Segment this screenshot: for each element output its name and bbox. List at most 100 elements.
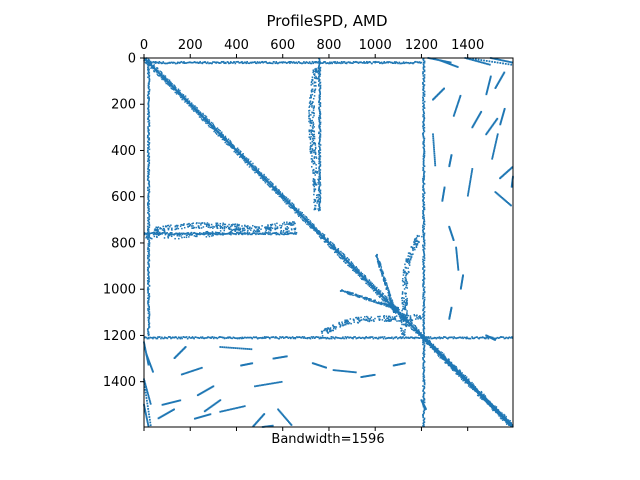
nonzero-point-4399 [379,263,382,265]
nonzero-point-1611 [146,134,149,137]
nonzero-point-936 [471,381,473,384]
nonzero-point-736 [399,312,402,314]
nonzero-point-3911 [357,322,359,324]
nonzero-point-1914 [361,62,364,64]
nonzero-point-1867 [147,252,150,255]
nonzero-point-2590 [395,336,398,339]
nonzero-point-1767 [147,206,149,209]
nonzero-point-2510 [358,336,361,339]
nonzero-point-441 [295,211,298,213]
nonzero-point-3587 [234,225,236,228]
nonzero-point-1257 [466,381,469,383]
nonzero-point-2742 [466,336,468,338]
nonzero-point-167 [200,118,203,120]
nonzero-point-2949 [318,106,320,109]
nonzero-point-3380 [309,105,311,107]
nonzero-point-1953 [148,293,151,295]
nonzero-point-4008 [405,260,408,263]
nonzero-point-4739 [203,415,206,417]
nonzero-point-3586 [311,148,314,150]
nonzero-point-4512 [145,237,147,239]
nonzero-point-769 [409,324,412,327]
nonzero-point-2101 [422,83,424,86]
nonzero-point-4001 [369,319,371,322]
nonzero-point-3979 [367,316,369,319]
nonzero-point-2682 [438,336,441,338]
nonzero-point-2390 [303,336,306,338]
nonzero-point-165 [200,116,202,119]
nonzero-point-2274 [249,336,252,339]
nonzero-point-3556 [314,205,317,207]
nonzero-point-2424 [319,336,322,339]
nonzero-point-1598 [215,62,217,64]
nonzero-point-84 [174,86,176,88]
nonzero-point-1649 [148,152,150,155]
nonzero-point-2167 [422,113,425,116]
nonzero-point-1641 [148,148,151,151]
nonzero-point-4303 [388,290,390,292]
nonzero-point-4972 [510,184,513,187]
nonzero-point-1617 [148,137,151,139]
nonzero-point-4566 [291,223,293,226]
nonzero-point-1188 [451,364,454,367]
nonzero-point-1462 [152,61,155,63]
nonzero-point-2386 [301,336,304,338]
nonzero-point-4033 [332,329,334,332]
nonzero-point-3676 [315,85,317,87]
nonzero-point-2550 [377,337,380,340]
nonzero-point-205 [214,130,216,132]
nonzero-point-3179 [202,226,205,228]
nonzero-point-4065 [415,315,418,317]
nonzero-point-4370 [350,293,353,295]
nonzero-point-1184 [450,363,453,366]
nonzero-point-4731 [199,416,202,418]
nonzero-point-4461 [206,230,209,233]
nonzero-point-2515 [423,274,425,277]
nonzero-point-2665 [423,344,426,346]
nonzero-point-2355 [422,200,425,203]
nonzero-point-4592 [444,61,447,64]
nonzero-point-3526 [314,146,317,149]
nonzero-point-3723 [413,314,416,317]
nonzero-point-3628 [313,74,316,76]
nonzero-point-3218 [313,188,315,190]
nonzero-point-149 [194,110,197,112]
nonzero-point-3003 [318,131,320,134]
nonzero-point-598 [352,264,354,267]
nonzero-point-4642 [484,62,487,65]
nonzero-point-523 [324,241,326,243]
nonzero-point-3613 [167,224,169,227]
nonzero-point-3211 [158,231,161,234]
nonzero-point-3152 [287,233,289,236]
nonzero-point-1718 [270,62,273,65]
nonzero-point-1944 [374,60,377,63]
nonzero-point-2445 [423,242,426,245]
nonzero-point-3940 [402,305,404,308]
nonzero-point-2138 [186,337,189,340]
nonzero-point-2631 [422,328,425,330]
nonzero-point-2040 [419,62,422,64]
nonzero-point-2136 [185,336,188,338]
nonzero-point-4676 [507,60,510,63]
nonzero-point-1466 [154,61,156,63]
nonzero-point-3833 [358,320,361,323]
nonzero-point-1465 [147,67,150,69]
nonzero-point-660 [374,286,376,288]
nonzero-point-3570 [313,91,316,94]
nonzero-point-1809 [148,226,151,229]
nonzero-point-2300 [261,336,264,339]
nonzero-point-4811 [274,382,276,384]
nonzero-point-1851 [148,245,151,248]
nonzero-point-652 [370,283,373,285]
nonzero-point-3285 [153,229,156,231]
nonzero-point-4165 [376,258,379,260]
nonzero-point-4847 [288,421,290,423]
nonzero-point-3789 [343,324,346,326]
nonzero-point-69 [166,83,169,85]
nonzero-point-4626 [472,59,474,61]
nonzero-point-1477 [146,72,149,75]
nonzero-point-349 [263,180,266,182]
nonzero-point-3976 [403,297,405,300]
nonzero-point-891 [451,369,454,371]
nonzero-point-673 [376,293,378,296]
